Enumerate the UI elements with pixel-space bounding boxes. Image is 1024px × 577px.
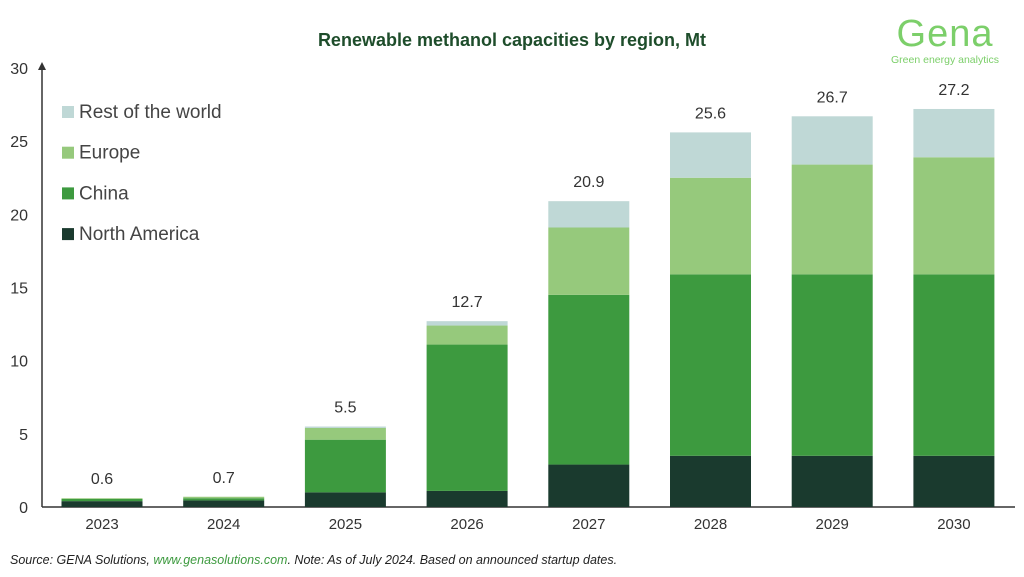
y-tick-label: 5: [19, 427, 28, 444]
x-tick-label: 2028: [694, 516, 727, 533]
total-label: 0.6: [91, 471, 113, 488]
total-label: 25.6: [695, 105, 726, 122]
bar-segment-north-america: [61, 501, 143, 507]
bar-segment-europe: [791, 164, 873, 275]
bar-segment-north-america: [913, 455, 995, 507]
bar-segment-china: [426, 344, 508, 491]
bar-segment-europe: [183, 496, 265, 499]
bar-segment-rest-of-the-world: [304, 426, 386, 428]
bar-segment-rest-of-the-world: [548, 201, 630, 228]
bar-segment-north-america: [183, 500, 265, 507]
bar-segment-rest-of-the-world: [791, 116, 873, 165]
x-tick-label: 2030: [937, 516, 970, 533]
total-label: 26.7: [817, 89, 848, 106]
y-axis-arrow: [38, 62, 46, 70]
bar-segment-rest-of-the-world: [670, 132, 751, 178]
bar-segment-north-america: [426, 490, 508, 507]
source-prefix: Source: GENA Solutions,: [10, 553, 154, 567]
legend-label: China: [79, 183, 129, 204]
y-tick-label: 0: [19, 500, 28, 517]
y-tick-label: 10: [10, 354, 28, 371]
bar-segment-north-america: [670, 455, 751, 507]
bar-segment-china: [670, 274, 751, 456]
bar-segment-europe: [670, 177, 751, 275]
y-tick-label: 15: [10, 281, 28, 298]
y-tick-label: 20: [10, 207, 28, 224]
bar-segment-china: [548, 294, 630, 465]
x-tick-label: 2027: [572, 516, 605, 533]
bar-segment-rest-of-the-world: [913, 108, 995, 158]
total-label: 12.7: [452, 294, 483, 311]
total-label: 0.7: [213, 470, 235, 487]
logo-name: Gena: [896, 13, 994, 55]
x-tick-label: 2029: [816, 516, 849, 533]
bar-segment-china: [304, 439, 386, 493]
y-tick-label: 25: [10, 134, 28, 151]
x-tick-label: 2024: [207, 516, 240, 533]
legend-swatch: [62, 146, 74, 159]
legend-label: Europe: [79, 143, 140, 164]
bar-segment-europe: [304, 427, 386, 440]
chart-title: Renewable methanol capacities by region,…: [317, 30, 707, 50]
bar-segment-north-america: [791, 455, 873, 507]
y-tick-label: 30: [10, 61, 28, 78]
source-link[interactable]: www.genasolutions.com: [153, 553, 288, 567]
bar-segment-rest-of-the-world: [426, 321, 508, 326]
bar-segment-china: [791, 274, 873, 456]
x-tick-label: 2026: [450, 516, 483, 533]
total-label: 5.5: [334, 400, 356, 417]
bar-segment-north-america: [548, 464, 630, 507]
total-label: 27.2: [938, 82, 969, 99]
bar-segment-europe: [426, 325, 508, 345]
x-tick-label: 2025: [329, 516, 362, 533]
bar-segment-china: [61, 498, 143, 502]
logo-tagline: Green energy analytics: [891, 54, 999, 66]
bar-segment-europe: [548, 227, 630, 295]
gena-logo: Gena Green energy analytics: [880, 14, 1010, 66]
legend-swatch: [62, 187, 74, 200]
bar-segment-china: [913, 274, 995, 456]
source-note: Source: GENA Solutions, www.genasolution…: [10, 553, 617, 567]
legend-swatch: [62, 228, 74, 241]
bar-segment-europe: [61, 498, 143, 499]
legend-swatch: [62, 106, 74, 118]
bar-segment-europe: [913, 157, 995, 275]
total-label: 20.9: [573, 174, 604, 191]
x-tick-label: 2023: [85, 516, 118, 533]
bar-segment-china: [183, 498, 265, 501]
source-suffix: . Note: As of July 2024. Based on announ…: [287, 553, 618, 567]
legend-label: North America: [79, 224, 200, 245]
legend-label: Rest of the world: [79, 102, 222, 123]
bar-segment-north-america: [304, 492, 386, 507]
